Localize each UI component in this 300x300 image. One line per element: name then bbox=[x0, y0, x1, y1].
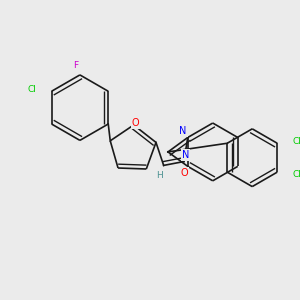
Text: N: N bbox=[179, 126, 187, 136]
Text: N: N bbox=[182, 150, 190, 160]
Text: H: H bbox=[156, 172, 163, 181]
Text: Cl: Cl bbox=[292, 169, 300, 178]
Text: F: F bbox=[74, 61, 79, 70]
Text: O: O bbox=[132, 118, 140, 128]
Text: N: N bbox=[182, 150, 190, 160]
Text: O: O bbox=[180, 168, 188, 178]
Text: Cl: Cl bbox=[292, 137, 300, 146]
Text: Cl: Cl bbox=[27, 85, 36, 94]
